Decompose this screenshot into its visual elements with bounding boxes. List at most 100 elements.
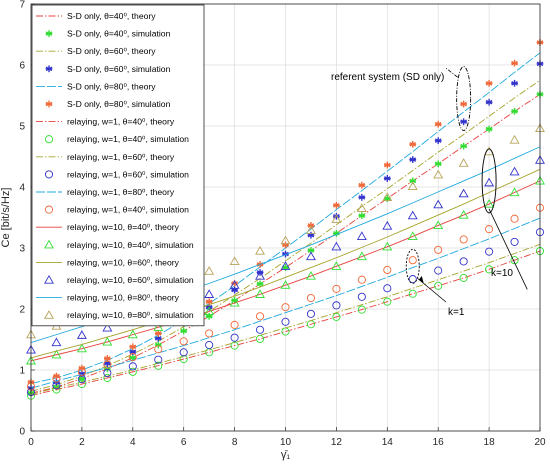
legend-marker — [44, 310, 54, 319]
data-point — [484, 198, 495, 208]
data-point — [154, 361, 163, 370]
data-point — [230, 333, 239, 342]
data-point — [229, 256, 240, 266]
k1-arrowhead — [418, 276, 424, 284]
data-point — [76, 343, 87, 353]
data-point — [409, 140, 417, 148]
legend-entry: relaying, w=10, θ=60⁰, simulation — [44, 274, 194, 285]
y-tick-label: 4 — [19, 183, 25, 194]
data-point — [305, 251, 316, 261]
data-point — [407, 231, 418, 241]
data-point — [358, 212, 366, 220]
legend-entry: S-D only, θ=80⁰, simulation — [45, 99, 171, 109]
data-point — [77, 367, 86, 376]
data-point — [434, 245, 443, 254]
series-0 — [30, 93, 541, 394]
data-point — [333, 212, 340, 220]
y-axis-label: Ce [bit/s/Hz] — [0, 188, 12, 248]
data-point — [52, 381, 61, 390]
legend-entry: S-D only, θ=60⁰, simulation — [45, 64, 171, 74]
y-tick-label: 0 — [19, 427, 25, 438]
x-tick-label: 16 — [433, 437, 445, 448]
data-point — [129, 343, 137, 351]
data-point — [511, 79, 518, 87]
legend-entry: S-D only, θ=60⁰, theory — [36, 46, 156, 56]
data-point — [511, 59, 518, 67]
data-point — [230, 341, 239, 350]
data-point — [51, 337, 62, 347]
data-point — [154, 345, 163, 354]
series-line — [30, 217, 541, 389]
legend-label: S-D only, θ=60⁰, simulation — [67, 64, 171, 74]
y-tick-label: 5 — [19, 122, 25, 133]
legend-marker — [45, 100, 53, 108]
legend-marker — [45, 65, 53, 73]
k10-ellipse — [481, 148, 497, 214]
data-point — [485, 125, 493, 133]
data-point — [383, 161, 391, 169]
data-point — [509, 134, 520, 144]
data-point — [180, 327, 188, 335]
data-point — [127, 329, 138, 339]
data-point — [409, 156, 417, 163]
x-tick-label: 2 — [79, 437, 85, 448]
data-point — [255, 289, 266, 298]
legend-entry: relaying, w=10, θ=40⁰, simulation — [44, 239, 194, 250]
data-point — [460, 142, 468, 150]
y-tick-label: 1 — [19, 366, 25, 377]
y-tick-label: 6 — [19, 61, 25, 72]
legend-entry: relaying, w=10, θ=80⁰, simulation — [44, 310, 194, 320]
data-point — [459, 273, 468, 282]
data-point — [153, 322, 164, 331]
data-point — [510, 237, 519, 246]
x-tick-label: 20 — [534, 437, 546, 448]
data-point — [255, 334, 265, 343]
data-point — [383, 175, 391, 182]
data-point — [280, 261, 291, 270]
annotation-k10: k=10 — [491, 268, 513, 279]
data-point — [77, 379, 86, 389]
legend-marker — [44, 274, 54, 284]
data-point — [407, 181, 418, 190]
x-tick-label: 4 — [130, 437, 136, 448]
data-point — [383, 297, 392, 306]
data-point — [52, 374, 61, 383]
data-point — [128, 353, 137, 362]
data-point — [459, 235, 468, 244]
y-tick-label: 7 — [19, 0, 25, 11]
data-point — [205, 340, 214, 350]
series-14 — [30, 168, 541, 359]
legend: S-D only, θ=40⁰, theory S-D only, θ=40⁰, … — [31, 4, 205, 327]
data-point — [205, 312, 213, 320]
data-point — [511, 107, 518, 115]
series-10 — [30, 217, 541, 389]
series-8 — [30, 243, 541, 395]
series-9 — [26, 228, 545, 397]
data-point — [331, 261, 342, 270]
data-point — [281, 303, 290, 312]
data-point — [458, 209, 469, 219]
data-point — [434, 281, 443, 290]
legend-label: relaying, w=10, θ=40⁰, simulation — [67, 240, 194, 250]
data-point — [383, 265, 392, 275]
data-point — [485, 265, 494, 274]
legend-entry: relaying, w=1, θ=80⁰, theory — [36, 187, 175, 197]
data-point — [460, 100, 468, 108]
data-point — [434, 266, 443, 275]
data-point — [307, 247, 315, 254]
data-point — [229, 280, 240, 289]
data-point — [332, 284, 341, 293]
data-point — [154, 330, 162, 337]
data-point — [204, 266, 215, 275]
data-point — [305, 270, 316, 280]
legend-marker — [44, 170, 54, 179]
data-point — [356, 231, 367, 241]
data-point — [356, 251, 367, 261]
data-point — [459, 257, 468, 266]
data-point — [357, 275, 366, 284]
legend-label: relaying, w=1, θ=80⁰, theory — [67, 187, 175, 197]
data-point — [485, 225, 494, 234]
data-point — [103, 360, 112, 369]
x-tick-label: 14 — [382, 437, 394, 448]
